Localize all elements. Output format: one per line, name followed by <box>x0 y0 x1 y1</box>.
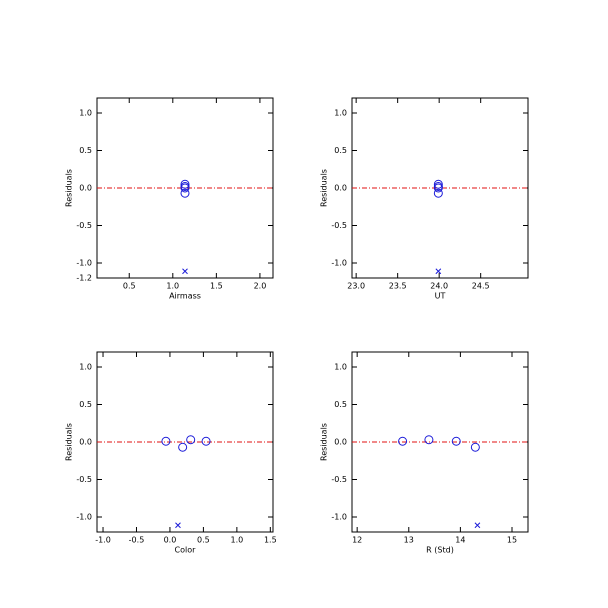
y-tick-label: 0.5 <box>334 400 347 409</box>
circle-point <box>186 435 196 445</box>
y-tick-label: -1.0 <box>331 259 347 268</box>
x-axis-label: R (Std) <box>426 546 454 555</box>
circle-point <box>201 436 211 446</box>
y-axis-label: Residuals <box>320 169 329 207</box>
x-tick-label: 1.5 <box>210 282 223 291</box>
y-axis-label: Residuals <box>320 423 329 461</box>
x-tick-label: 1.0 <box>230 536 243 545</box>
x-tick-label: 23.5 <box>389 282 407 291</box>
y-tick-label: 1.0 <box>79 363 92 372</box>
x-tick-label: 1.5 <box>264 536 277 545</box>
y-tick-label: 0.0 <box>334 438 347 447</box>
y-tick-label: -0.5 <box>76 221 92 230</box>
x-tick-label: 0.5 <box>197 536 210 545</box>
y-tick-label: -0.5 <box>331 475 347 484</box>
x-axis-label: Airmass <box>169 292 201 301</box>
x-axis-label: UT <box>435 292 446 301</box>
circle-point <box>178 442 188 452</box>
x-tick-label: 14 <box>455 536 465 545</box>
circle-point <box>433 188 443 198</box>
y-tick-label: -0.5 <box>76 475 92 484</box>
y-tick-label: 1.0 <box>334 363 347 372</box>
circle-point <box>161 436 171 446</box>
circle-point <box>180 179 190 189</box>
y-tick-label: 0.0 <box>334 184 347 193</box>
cross-point <box>435 268 442 275</box>
y-tick-label: -1.2 <box>76 274 92 283</box>
circle-point <box>470 442 480 452</box>
circle-point <box>424 435 434 445</box>
cross-point <box>182 268 188 275</box>
y-tick-label: 0.5 <box>334 146 347 155</box>
cross-point <box>175 522 181 529</box>
x-tick-label: 13 <box>404 536 414 545</box>
circle-point <box>180 183 190 193</box>
x-tick-label: 15 <box>507 536 517 545</box>
y-tick-label: -1.0 <box>331 513 347 522</box>
cross-point <box>474 522 481 529</box>
y-tick-label: 0.0 <box>79 438 92 447</box>
y-tick-label: 0.5 <box>79 146 92 155</box>
circle-point <box>398 436 408 446</box>
y-tick-label: 0.5 <box>79 400 92 409</box>
x-tick-label: 1.0 <box>166 282 179 291</box>
x-tick-label: 2.0 <box>254 282 267 291</box>
y-tick-label: -0.5 <box>331 221 347 230</box>
x-tick-label: -1.0 <box>95 536 111 545</box>
x-tick-label: -0.5 <box>129 536 145 545</box>
x-tick-label: 0.5 <box>123 282 136 291</box>
y-tick-label: -1.0 <box>76 259 92 268</box>
circle-point <box>180 188 190 198</box>
y-tick-label: 0.0 <box>79 184 92 193</box>
x-tick-label: 12 <box>352 536 362 545</box>
y-tick-label: -1.0 <box>76 513 92 522</box>
y-tick-label: 1.0 <box>334 109 347 118</box>
circle-point <box>451 436 461 446</box>
circle-point <box>433 179 443 189</box>
circle-point <box>433 183 443 193</box>
y-axis-label: Residuals <box>65 169 74 207</box>
x-tick-label: 23.0 <box>347 282 365 291</box>
y-axis-label: Residuals <box>65 423 74 461</box>
x-tick-label: 24.0 <box>430 282 448 291</box>
x-tick-label: 0.0 <box>164 536 177 545</box>
y-tick-label: 1.0 <box>79 109 92 118</box>
x-axis-label: Color <box>175 546 197 555</box>
x-tick-label: 24.5 <box>472 282 490 291</box>
